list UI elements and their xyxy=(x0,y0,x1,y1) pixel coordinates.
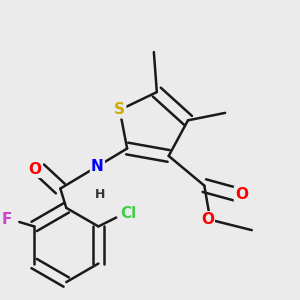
Text: S: S xyxy=(114,102,125,117)
Text: O: O xyxy=(201,212,214,227)
Text: O: O xyxy=(235,187,248,202)
Text: H: H xyxy=(95,188,106,201)
Text: F: F xyxy=(2,212,12,226)
Text: N: N xyxy=(91,159,104,174)
Text: O: O xyxy=(28,162,42,177)
Text: Cl: Cl xyxy=(120,206,136,220)
